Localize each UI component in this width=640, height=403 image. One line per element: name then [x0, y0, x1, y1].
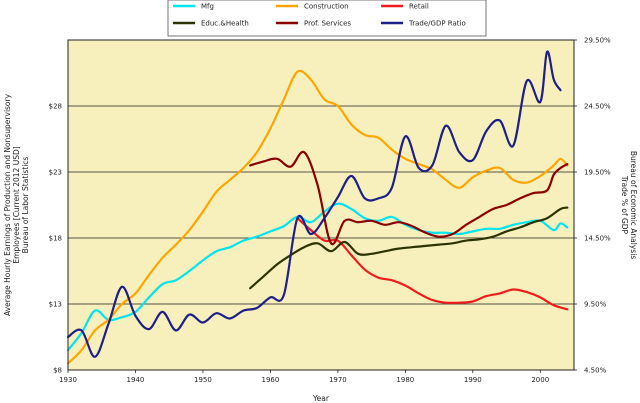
legend-label: Trade/GDP Ratio	[408, 20, 466, 28]
series-line-trade-gdp-ratio	[66, 50, 562, 358]
legend-label: Mfg	[201, 3, 214, 11]
y-tick-label-right: 14.50%	[584, 235, 611, 243]
x-tick-label: 1940	[127, 376, 145, 384]
series-line-prof-services	[249, 150, 569, 246]
y-axis-label-left: Average Hourly Earnings of Production an…	[3, 93, 30, 316]
legend-label: Prof. Services	[304, 20, 351, 28]
y-tick-label-right: 24.50%	[584, 103, 611, 111]
series-lines	[66, 50, 569, 365]
y-tick-label-right: 29.50%	[584, 37, 611, 45]
series-line-construction	[66, 69, 569, 365]
series-line-educ-health	[249, 206, 569, 290]
axis-titles: Year Average Hourly Earnings of Producti…	[3, 93, 638, 403]
x-axis-label: Year	[312, 394, 330, 403]
y-tick-label-right: 9.50%	[584, 301, 607, 309]
x-tick-label: 1960	[261, 376, 279, 384]
legend: Mfg Construction Retail Educ.&Health Prof. S…	[167, 0, 487, 37]
x-tick-label: 1980	[396, 376, 414, 384]
x-tick-label: 1950	[194, 376, 212, 384]
y-axis-label-right-line: Bureau of Economic Analysis	[629, 151, 638, 259]
x-tick-label: 1970	[329, 376, 347, 384]
y-axis-label-right-line: Trade % of GDP	[620, 175, 629, 235]
y-axis-label-left-line: Employees [Current 2012 USD]	[12, 146, 21, 263]
x-tick-label: 2000	[531, 376, 549, 384]
legend-label: Construction	[304, 3, 349, 11]
y-tick-label-left: $18	[49, 235, 62, 243]
y-tick-label-left: $28	[49, 103, 62, 111]
plot-frame	[67, 39, 575, 371]
y-tick-label-right: 4.50%	[584, 367, 607, 375]
y-axis-label-right: Trade % of GDP Bureau of Economic Analysi…	[620, 151, 638, 259]
y-tick-label-left: $23	[49, 169, 62, 177]
series-line-mfg	[66, 202, 569, 352]
y-tick-label-left: $13	[49, 301, 62, 309]
y-tick-label-right: 19.50%	[584, 169, 611, 177]
y-tick-label-left: $8	[53, 367, 62, 375]
x-tick-label: 1930	[59, 376, 77, 384]
legend-label: Educ.&Health	[201, 20, 249, 28]
y-axis-label-left-line: Bureau of Labor Statistics	[21, 157, 30, 254]
legend-label: Retail	[409, 3, 429, 11]
x-tick-label: 1990	[464, 376, 482, 384]
y-axis-label-left-line: Average Hourly Earnings of Production an…	[3, 93, 12, 316]
legend-box	[167, 0, 487, 37]
axis-ticks: 1930 1940 1950 1960 1970 1980 1990 2000 $8 $13 $18…	[49, 37, 611, 385]
